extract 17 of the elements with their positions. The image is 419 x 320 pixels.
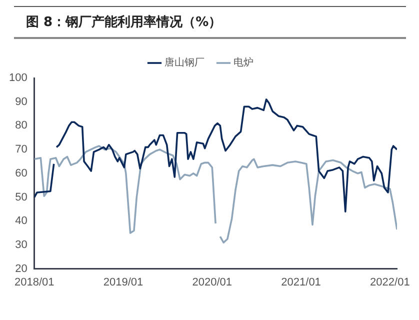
legend-label: 唐山钢厂 — [164, 56, 204, 69]
y-tick-label: 40 — [15, 215, 28, 228]
y-tick-label: 80 — [15, 120, 28, 132]
y-tick-label: 90 — [15, 96, 28, 108]
y-tick-label: 30 — [15, 238, 28, 251]
y-tick-label: 60 — [15, 167, 28, 180]
y-tick-label: 20 — [15, 262, 28, 275]
x-tick-label: 2021/01 — [281, 276, 321, 288]
chart-title: 图 8：钢厂产能利用率情况（%） — [26, 14, 222, 31]
x-tick-label: 2020/01 — [192, 276, 232, 288]
x-tick-label: 2019/01 — [103, 276, 144, 288]
y-tick-label: 70 — [15, 144, 28, 156]
x-tick-label: 2022/01 — [370, 276, 410, 288]
legend-label: 电炉 — [234, 56, 254, 69]
y-tick-label: 100 — [8, 72, 28, 84]
x-tick-label: 2018/01 — [14, 276, 54, 288]
y-tick-label: 50 — [15, 191, 28, 204]
